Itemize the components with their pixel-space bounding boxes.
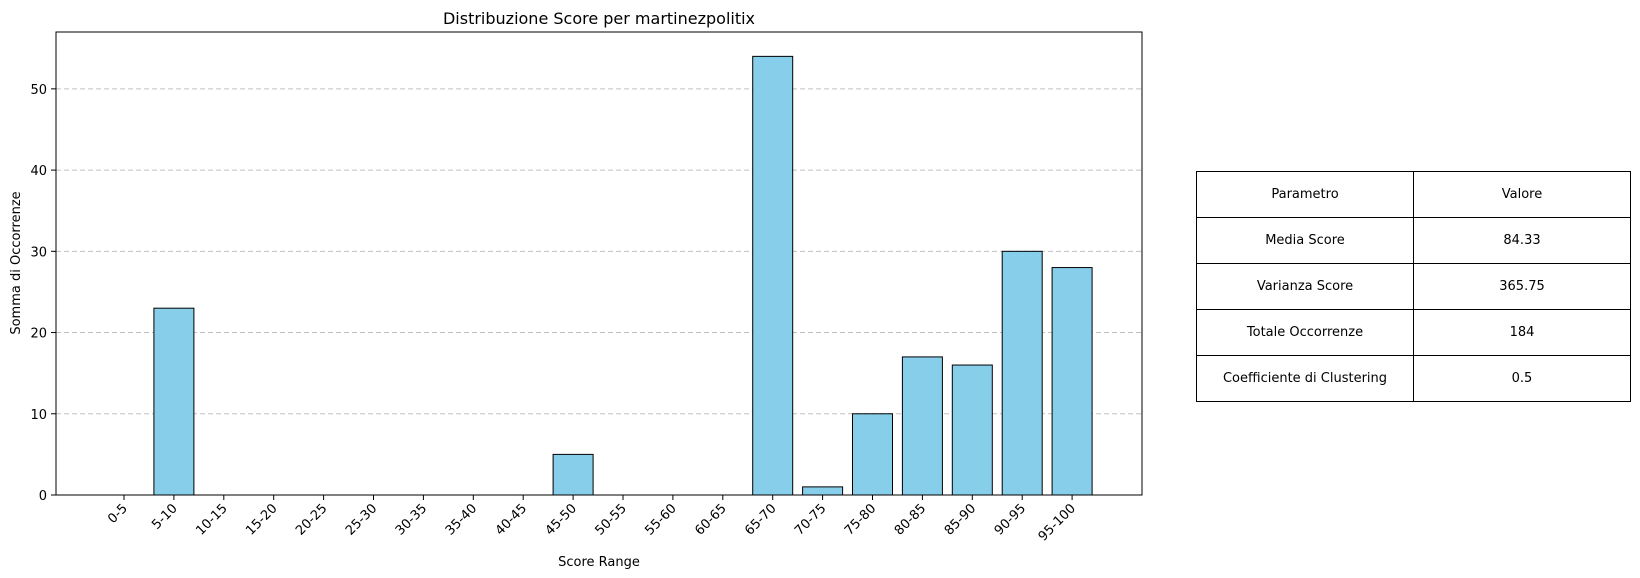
bar-70-75 [802,486,844,496]
value-cell: 184 [1413,309,1631,356]
x-tick-label: 55-60 [642,501,679,538]
bar-75-80 [852,413,893,496]
y-tick-label: 0 [39,489,47,504]
value-cell: 365.75 [1413,263,1631,310]
param-cell: Coefficiente di Clustering [1196,355,1414,402]
plot-frame [55,31,1143,496]
x-tick-label: 80-85 [892,501,929,538]
x-tick-label: 85-90 [942,501,979,538]
table-row: Coefficiente di Clustering 0.5 [1196,355,1631,402]
bar-95-100 [1051,267,1093,496]
header-value: Valore [1413,171,1631,218]
y-tick-label: 20 [30,327,47,342]
x-tick-label: 45-50 [543,501,580,538]
x-tick-label: 5-10 [149,501,180,532]
y-tick-label: 40 [30,164,47,179]
x-tick-label: 60-65 [692,501,729,538]
stats-table: Parametro Valore Media Score 84.33 Varianz… [1196,171,1631,402]
table-header-row: Parametro Valore [1196,171,1631,218]
x-tick-label: 95-100 [1036,501,1079,544]
x-tick-label: 0-5 [105,501,131,527]
bar-65-70 [752,55,794,496]
bar-80-85 [901,356,943,496]
x-tick-label: 35-40 [443,501,480,538]
x-axis-label: Score Range [558,555,640,570]
x-tick-label: 20-25 [293,501,330,538]
x-tick-label: 30-35 [393,501,430,538]
bar-90-95 [1001,250,1043,496]
x-tick-label: 70-75 [792,501,829,538]
bar-45-50 [552,453,594,496]
x-tick-label: 25-30 [343,501,380,538]
table-row: Totale Occorrenze 184 [1196,309,1631,356]
table-row: Varianza Score 365.75 [1196,263,1631,310]
x-tick-label: 15-20 [243,501,280,538]
value-cell: 0.5 [1413,355,1631,402]
y-tick-label: 10 [30,408,47,423]
param-cell: Varianza Score [1196,263,1414,310]
bar-5-10 [153,307,195,496]
bar-85-90 [951,364,993,496]
y-axis-label: Somma di Occorrenze [9,191,24,334]
x-tick-label: 40-45 [493,501,530,538]
chart-title: Distribuzione Score per martinezpolitix [443,9,755,28]
table-row: Media Score 84.33 [1196,217,1631,264]
header-param: Parametro [1196,171,1414,218]
value-cell: 84.33 [1413,217,1631,264]
param-cell: Media Score [1196,217,1414,264]
y-tick-label: 50 [30,83,47,98]
param-cell: Totale Occorrenze [1196,309,1414,356]
x-tick-label: 10-15 [193,501,230,538]
y-tick-label: 30 [30,245,47,260]
x-tick-label: 50-55 [593,501,630,538]
x-tick-label: 65-70 [742,501,779,538]
x-tick-label: 90-95 [992,501,1029,538]
x-tick-label: 75-80 [842,501,879,538]
